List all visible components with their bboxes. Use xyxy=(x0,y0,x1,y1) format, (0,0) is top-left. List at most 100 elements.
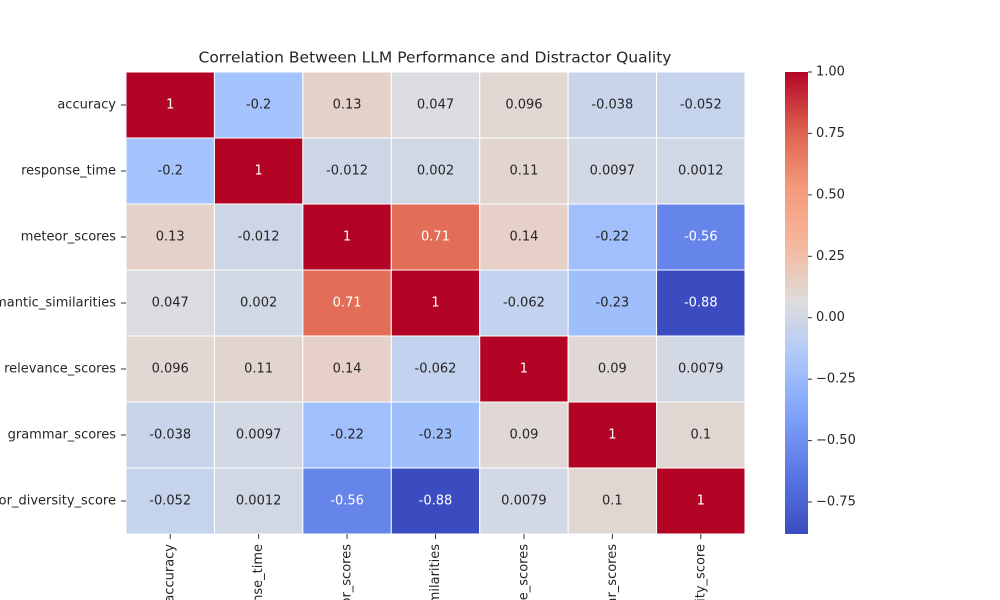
cell-label: 0.0097 xyxy=(236,428,282,443)
cell-label: 0.13 xyxy=(156,230,185,245)
cell-label: -0.88 xyxy=(684,296,718,311)
cell-label: 0.71 xyxy=(333,296,362,311)
y-tick-label: relevance_scores xyxy=(4,362,116,377)
cell-label: 0.14 xyxy=(509,230,538,245)
heatmap-cell xyxy=(125,71,215,139)
chart-title: Correlation Between LLM Performance and … xyxy=(199,49,672,67)
heatmap-cell xyxy=(302,335,392,403)
cell-label: 1 xyxy=(255,164,263,179)
heatmap-cell xyxy=(125,467,215,535)
colorbar-tick-label: 0.25 xyxy=(816,249,845,264)
colorbar-tick-label: 1.00 xyxy=(816,65,845,80)
x-tick-label: relevance_scores xyxy=(516,544,531,600)
heatmap-cell xyxy=(213,71,304,139)
colorbar-tick-label: −0.75 xyxy=(816,495,856,510)
cell-label: 0.0079 xyxy=(678,362,724,377)
heatmap-cell xyxy=(656,269,746,337)
cell-label: 0.71 xyxy=(421,230,450,245)
cell-label: 0.09 xyxy=(598,362,627,377)
x-tick-label: semantic_similarities xyxy=(428,544,443,600)
heatmap-cell xyxy=(479,137,569,205)
cell-label: -0.052 xyxy=(680,98,722,113)
cell-label: -0.062 xyxy=(415,362,457,377)
cell-label: 0.096 xyxy=(152,362,189,377)
x-tick-label: response_time xyxy=(251,544,266,600)
heatmap-cell xyxy=(656,335,746,403)
heatmap-cell xyxy=(390,467,481,535)
cell-label: 1 xyxy=(166,98,174,113)
cell-label: -0.56 xyxy=(684,230,718,245)
heatmap-cell xyxy=(656,467,746,535)
cell-label: 0.002 xyxy=(240,296,277,311)
x-tick-label: meteor_scores xyxy=(340,544,355,600)
heatmap-cell xyxy=(390,71,481,139)
cell-label: 0.002 xyxy=(417,164,454,179)
colorbar-tick-label: 0.75 xyxy=(816,126,845,141)
heatmap-cell xyxy=(302,401,392,469)
colorbar-tick-label: 0.00 xyxy=(816,310,845,325)
cell-label: -0.23 xyxy=(596,296,630,311)
heatmap-cell xyxy=(567,269,658,337)
x-tick-label: accuracy xyxy=(163,544,178,600)
colorbar xyxy=(785,72,808,534)
heatmap-cell xyxy=(125,269,215,337)
y-tick-label: meteor_scores xyxy=(21,230,116,245)
heatmap-cell xyxy=(302,203,392,271)
x-tick-label: grammar_scores xyxy=(605,544,620,600)
heatmap-cell xyxy=(479,401,569,469)
cell-label: 0.11 xyxy=(509,164,538,179)
cell-label: 1 xyxy=(697,494,705,509)
cell-label: 0.1 xyxy=(690,428,711,443)
heatmap-cell xyxy=(390,203,481,271)
heatmap-cell xyxy=(567,71,658,139)
heatmap-cell xyxy=(479,467,569,535)
y-tick-label: grammar_scores xyxy=(8,428,117,443)
colorbar-tick-label: 0.50 xyxy=(816,187,845,202)
cell-label: 0.047 xyxy=(417,98,454,113)
cell-label: 0.11 xyxy=(244,362,273,377)
cell-label: -0.22 xyxy=(330,428,364,443)
cell-label: 1 xyxy=(520,362,528,377)
y-tick-label: semantic_similarities xyxy=(0,296,116,311)
y-tick-label: response_time xyxy=(21,164,116,179)
cell-label: -0.22 xyxy=(596,230,630,245)
cell-label: -0.038 xyxy=(591,98,633,113)
cell-label: 0.0079 xyxy=(501,494,547,509)
heatmap-cell xyxy=(125,335,215,403)
cell-label: 0.0097 xyxy=(590,164,636,179)
cell-label: -0.052 xyxy=(149,494,191,509)
heatmap-cell xyxy=(302,467,392,535)
heatmap-cell xyxy=(656,137,746,205)
heatmap-cell xyxy=(213,401,304,469)
cell-label: 0.047 xyxy=(152,296,189,311)
heatmap-cell xyxy=(479,71,569,139)
cell-label: 0.0012 xyxy=(678,164,724,179)
cell-label: -0.23 xyxy=(419,428,453,443)
cell-label: 1 xyxy=(608,428,616,443)
heatmap-cell xyxy=(390,269,481,337)
cell-label: 0.0012 xyxy=(236,494,282,509)
heatmap-cell xyxy=(656,401,746,469)
colorbar-tick-label: −0.50 xyxy=(816,433,856,448)
heatmap-cell xyxy=(302,137,392,205)
cell-label: 1 xyxy=(431,296,439,311)
heatmap-cell xyxy=(567,467,658,535)
cell-label: -0.012 xyxy=(326,164,368,179)
cell-label: -0.56 xyxy=(330,494,364,509)
heatmap-cell xyxy=(567,203,658,271)
heatmap-cell xyxy=(213,269,304,337)
heatmap-cell xyxy=(125,401,215,469)
cell-label: 1 xyxy=(343,230,351,245)
y-tick-label: distractor_diversity_score xyxy=(0,494,116,509)
cell-label: -0.88 xyxy=(419,494,453,509)
heatmap-cell xyxy=(213,203,304,271)
cell-label: -0.2 xyxy=(246,98,271,113)
x-tick-label: distractor_diversity_score xyxy=(693,544,708,600)
heatmap-cell xyxy=(656,203,746,271)
cell-label: 0.09 xyxy=(509,428,538,443)
heatmap-cell xyxy=(479,203,569,271)
cell-label: 0.14 xyxy=(333,362,362,377)
cell-label: 0.096 xyxy=(505,98,542,113)
cell-label: -0.012 xyxy=(238,230,280,245)
